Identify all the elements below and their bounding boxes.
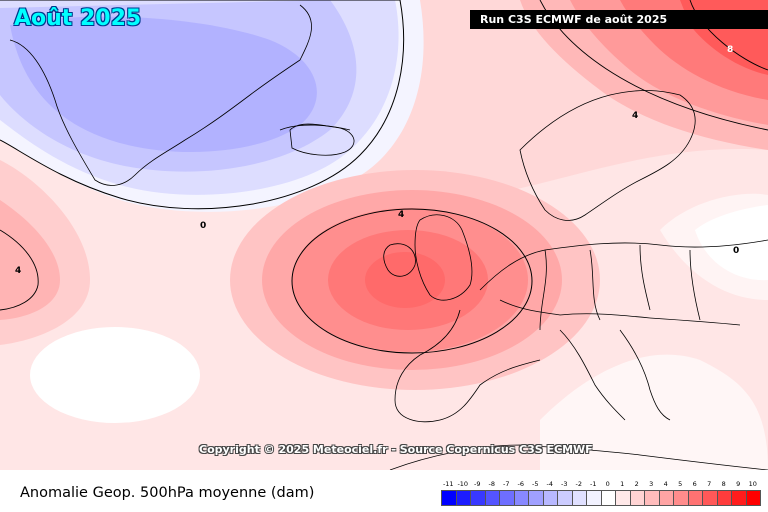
colorbar-swatch (513, 490, 529, 506)
greenland-coastline (9, 4, 355, 186)
colorbar-swatch (470, 490, 486, 506)
colorbar-tick-label: -3 (561, 480, 568, 488)
contour-west (0, 229, 39, 311)
colorbar-swatch (644, 490, 660, 506)
map-title: Août 2025 (14, 6, 142, 31)
europe-coastline (279, 90, 768, 470)
zero-contour-greenland (0, 0, 405, 210)
contour-8-ne (689, 0, 768, 71)
colorbar-swatch (586, 490, 602, 506)
contour-label-8-ne: 8 (727, 45, 733, 55)
run-label: Run C3S ECMWF de août 2025 (470, 10, 768, 29)
colorbar-swatch (600, 490, 616, 506)
copyright-notice: Copyright © 2025 Meteociel.fr - Source C… (199, 443, 593, 456)
colorbar-swatch (629, 490, 645, 506)
colorbar-tick-label: 2 (634, 480, 639, 488)
colorbar-swatch (557, 490, 573, 506)
colorbar-swatch (716, 490, 732, 506)
colorbar-swatch (687, 490, 703, 506)
colorbar-swatch (528, 490, 544, 506)
contour-label-4-west: 4 (15, 266, 21, 276)
contour-label-4-scandinavia: 4 (632, 111, 638, 121)
colorbar-tick-label: -10 (457, 480, 469, 488)
colorbar-swatch (484, 490, 500, 506)
contour-label-zero-east: 0 (733, 246, 739, 256)
colorbar-tick-label: 3 (649, 480, 654, 488)
colorbar-swatch (542, 490, 558, 506)
colorbar-swatch (745, 490, 761, 506)
colorbar-swatch (702, 490, 718, 506)
colorbar-tick-label: -8 (488, 480, 495, 488)
colorbar-tick-label: 0 (605, 480, 610, 488)
colorbar-swatch (455, 490, 471, 506)
colorbar-swatch (441, 490, 457, 506)
colorbar-tick-label: 4 (663, 480, 668, 488)
colorbar-tick-label: -9 (474, 480, 481, 488)
colorbar-tick-label: 6 (692, 480, 697, 488)
colorbar-tick-label: 1 (620, 480, 625, 488)
contour-label-zero-greenland: 0 (200, 221, 206, 231)
colorbar-tick-label: 5 (678, 480, 683, 488)
negative-anomaly-core (10, 16, 317, 152)
colorbar-tick-label: 9 (736, 480, 741, 488)
neutral-patch-south-east (540, 354, 768, 470)
colorbar-tick-label: 7 (707, 480, 712, 488)
colorbar-tick-label: -6 (517, 480, 524, 488)
colorbar-tick-label: -4 (546, 480, 553, 488)
positive-anomaly-uk-peak (365, 252, 445, 308)
colorbar-tick-label: -11 (442, 480, 454, 488)
colorbar-tick-label: 8 (721, 480, 726, 488)
colorbar-swatch (571, 490, 587, 506)
colorbar-tick-label: 10 (748, 480, 757, 488)
colorbar-tick-label: -1 (590, 480, 597, 488)
anomaly-zone-west-core (0, 200, 60, 320)
variable-label: Anomalie Geop. 500hPa moyenne (dam) (20, 485, 315, 501)
colorbar-swatch (615, 490, 631, 506)
colorbar-swatch (673, 490, 689, 506)
colorbar-swatch (731, 490, 747, 506)
colorbar-tick-label: -5 (532, 480, 539, 488)
neutral-patch-east-core (695, 205, 768, 281)
anomaly-map: 0 0 4 4 4 8 (0, 0, 768, 470)
contour-4-uk (291, 208, 533, 354)
colorbar-tick-label: -7 (503, 480, 510, 488)
contour-label-4-uk: 4 (398, 210, 404, 220)
neutral-patch-south-atlantic (30, 327, 200, 423)
colorbar-tick-label: -2 (575, 480, 582, 488)
colorbar-swatch (658, 490, 674, 506)
colorbar-swatch (499, 490, 515, 506)
